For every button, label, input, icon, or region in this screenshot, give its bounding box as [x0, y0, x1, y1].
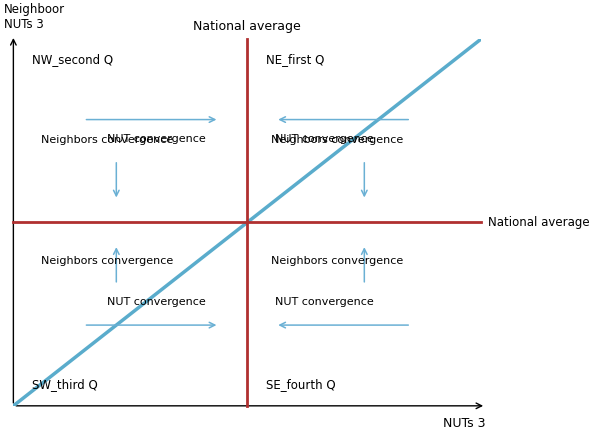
Text: NUT convergence: NUT convergence [276, 134, 374, 144]
Text: NUT convergence: NUT convergence [107, 134, 206, 144]
Text: Neighbors convergence: Neighbors convergence [42, 135, 173, 145]
Text: SW_third Q: SW_third Q [32, 378, 98, 391]
Text: Neighbors convergence: Neighbors convergence [42, 256, 173, 266]
Text: NUT convergence: NUT convergence [107, 297, 206, 307]
Text: Neighboor
NUTs 3: Neighboor NUTs 3 [4, 3, 65, 32]
Text: SE_fourth Q: SE_fourth Q [266, 378, 336, 391]
Text: Neighbors convergence: Neighbors convergence [271, 256, 403, 266]
Text: Neighbors convergence: Neighbors convergence [271, 135, 403, 145]
Text: National average: National average [194, 20, 301, 33]
Text: NUT convergence: NUT convergence [276, 297, 374, 307]
Text: NE_first Q: NE_first Q [266, 54, 324, 67]
Text: NW_second Q: NW_second Q [32, 54, 113, 67]
Text: NUTs 3: NUTs 3 [444, 417, 486, 430]
Text: National average: National average [488, 216, 590, 229]
